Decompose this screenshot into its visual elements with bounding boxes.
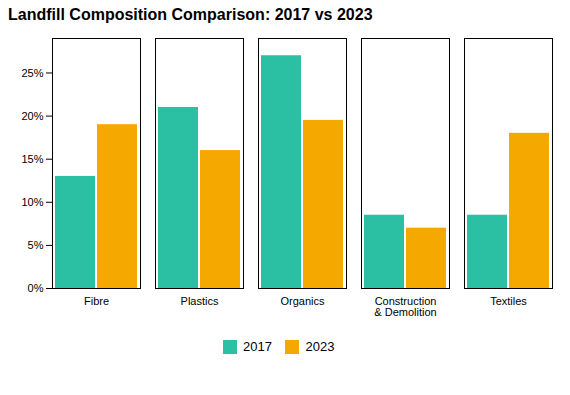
svg-text:15%: 15% [21,153,43,165]
svg-text:10%: 10% [21,196,43,208]
svg-text:Construction& Demolition: Construction& Demolition [374,295,436,318]
svg-text:20%: 20% [21,110,43,122]
svg-text:Plastics: Plastics [181,295,219,307]
svg-text:Fibre: Fibre [84,295,109,307]
svg-text:0%: 0% [28,282,44,294]
html-text:2023: 2023 [305,339,335,354]
svg-text:5%: 5% [28,239,44,251]
html-text:Landfill Composition Compariso: Landfill Composition Comparison: 2017 vs… [8,6,373,23]
svg-text:Organics: Organics [280,295,325,307]
html-text:2017: 2017 [243,339,272,354]
svg-text:25%: 25% [21,67,43,79]
svg-text:Textiles: Textiles [490,295,527,307]
